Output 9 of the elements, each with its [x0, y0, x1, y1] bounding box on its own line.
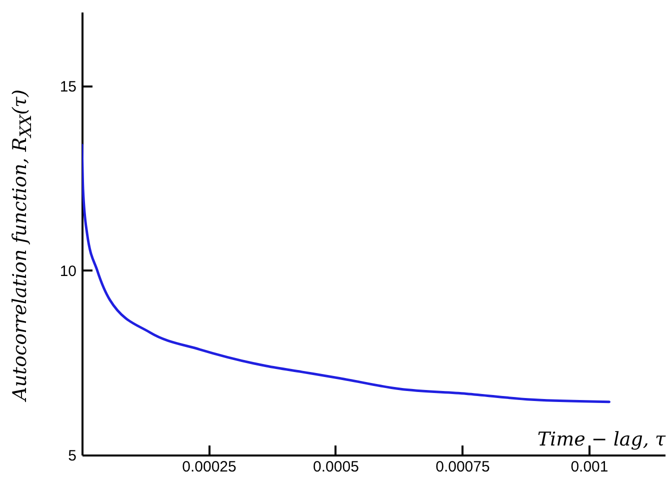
x-axis-title: Time − lag, τ	[537, 428, 666, 450]
y-tick-label: 5	[68, 448, 76, 464]
y-tick-label: 10	[60, 262, 76, 280]
y-tick-label: 15	[60, 78, 76, 96]
x-tick-label: 0.00025	[182, 458, 236, 476]
x-tick-label: 0.00075	[436, 458, 490, 476]
x-tick-label: 0.001	[570, 458, 608, 476]
line-series	[82, 144, 610, 404]
x-tick-label: 0.0005	[313, 458, 359, 476]
